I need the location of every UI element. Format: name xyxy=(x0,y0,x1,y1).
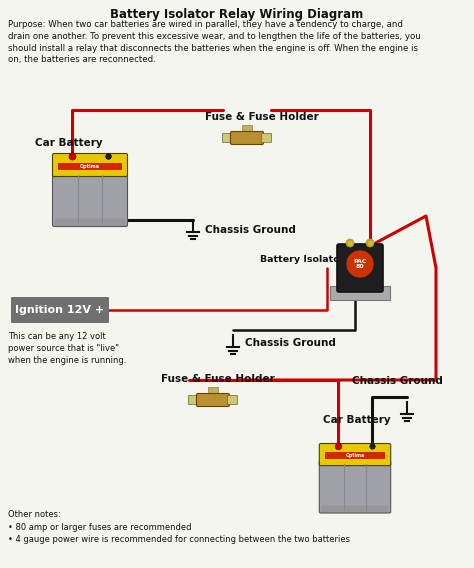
FancyBboxPatch shape xyxy=(230,132,264,144)
Text: Optima: Optima xyxy=(346,453,365,458)
Text: Fuse & Fuse Holder: Fuse & Fuse Holder xyxy=(161,374,275,384)
FancyBboxPatch shape xyxy=(319,444,391,466)
Bar xyxy=(330,286,390,300)
Circle shape xyxy=(366,239,374,247)
Circle shape xyxy=(347,251,373,277)
FancyBboxPatch shape xyxy=(197,394,229,407)
Bar xyxy=(242,125,252,133)
Circle shape xyxy=(346,239,354,247)
FancyBboxPatch shape xyxy=(321,506,389,512)
FancyBboxPatch shape xyxy=(189,395,199,404)
Bar xyxy=(208,387,218,395)
FancyBboxPatch shape xyxy=(222,133,233,143)
Text: This can be any 12 volt
power source that is "live"
when the engine is running.: This can be any 12 volt power source tha… xyxy=(8,332,127,365)
FancyBboxPatch shape xyxy=(319,461,391,513)
Text: Battery Isolator Relay: Battery Isolator Relay xyxy=(260,256,377,265)
Text: Chassis Ground: Chassis Ground xyxy=(205,225,296,235)
FancyBboxPatch shape xyxy=(228,395,237,404)
Text: Other notes:
• 80 amp or larger fuses are recommended
• 4 gauge power wire is re: Other notes: • 80 amp or larger fuses ar… xyxy=(8,510,350,544)
FancyBboxPatch shape xyxy=(55,219,126,225)
Text: Car Battery: Car Battery xyxy=(35,138,103,148)
FancyBboxPatch shape xyxy=(53,153,128,177)
Bar xyxy=(325,453,385,459)
Text: PAC
80: PAC 80 xyxy=(353,258,367,269)
Text: Chassis Ground: Chassis Ground xyxy=(352,376,442,386)
FancyBboxPatch shape xyxy=(262,133,272,143)
Text: Battery Isolator Relay Wiring Diagram: Battery Isolator Relay Wiring Diagram xyxy=(110,8,364,21)
Text: Chassis Ground: Chassis Ground xyxy=(245,338,336,348)
Text: Fuse & Fuse Holder: Fuse & Fuse Holder xyxy=(205,112,319,122)
Text: Car Battery: Car Battery xyxy=(323,415,391,425)
Text: Purpose: When two car batteries are wired in parallel, they have a tendency to c: Purpose: When two car batteries are wire… xyxy=(8,20,421,64)
FancyBboxPatch shape xyxy=(53,172,128,227)
Text: Ignition 12V +: Ignition 12V + xyxy=(16,305,105,315)
Text: Optima: Optima xyxy=(80,164,100,169)
FancyBboxPatch shape xyxy=(337,244,383,292)
Bar xyxy=(58,163,122,170)
FancyBboxPatch shape xyxy=(11,297,109,323)
